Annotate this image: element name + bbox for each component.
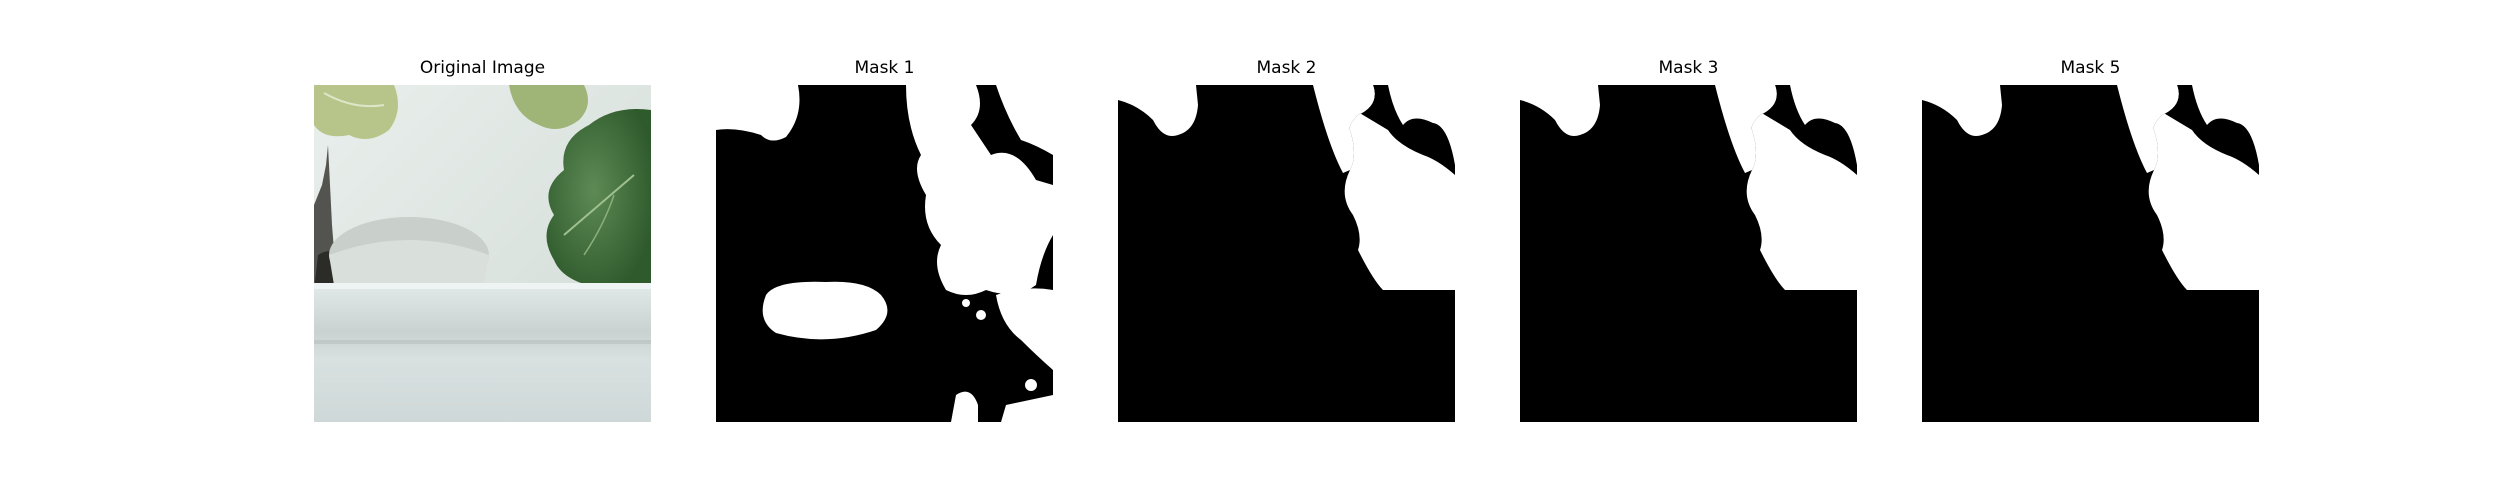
mask-5-image [1922, 85, 2259, 422]
panel-mask-2: Mask 2 [1118, 55, 1455, 425]
panel-mask-5: Mask 5 [1922, 55, 2259, 425]
ledge [314, 283, 651, 422]
panel-title: Original Image [419, 58, 546, 78]
panel-original-image: Original Image [314, 55, 651, 425]
panel-title: Mask 1 [854, 58, 915, 78]
panel-mask-1: Mask 1 [716, 55, 1053, 425]
panel-title: Mask 2 [1256, 58, 1317, 78]
panel-title: Mask 3 [1658, 58, 1719, 78]
panel-mask-3: Mask 3 [1520, 55, 1857, 425]
original-photo [314, 85, 651, 422]
mask-3-image [1520, 85, 1857, 422]
panel-title: Mask 5 [2060, 58, 2121, 78]
mask-1-image [716, 85, 1053, 422]
mask-2-image [1118, 85, 1455, 422]
